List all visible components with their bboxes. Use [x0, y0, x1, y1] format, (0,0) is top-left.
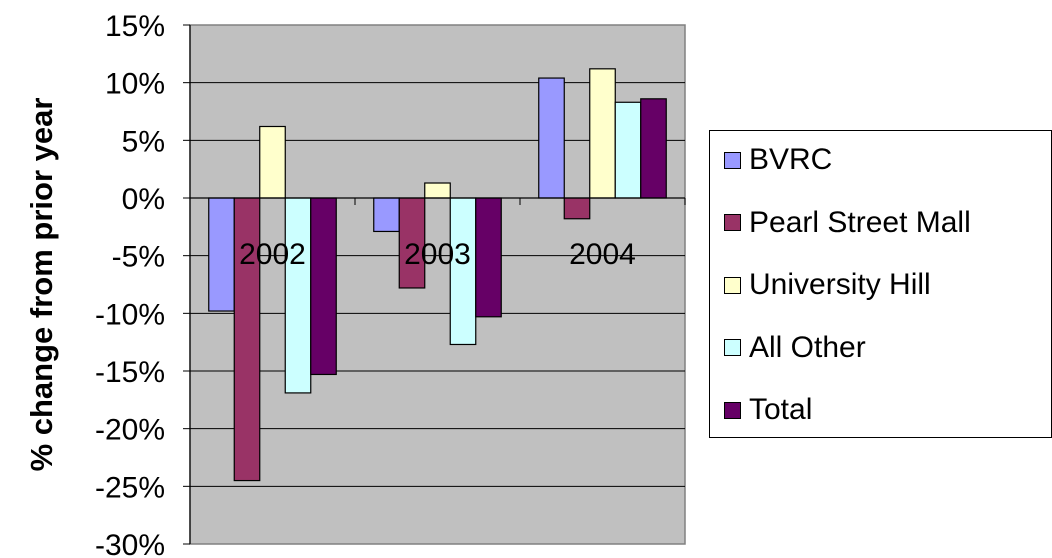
y-tick-label: 5% — [122, 125, 165, 158]
legend-item: All Other — [724, 328, 866, 368]
legend: BVRC Pearl Street Mall University Hill All … — [709, 130, 1052, 438]
bar-total-2004 — [640, 98, 667, 199]
x-category-label: 2003 — [404, 238, 471, 271]
legend-swatch — [724, 214, 741, 231]
y-tick-label: 0% — [122, 183, 165, 216]
legend-swatch — [724, 276, 741, 294]
bar-bvrc-2004 — [538, 77, 565, 199]
bar-all-other-2004 — [614, 101, 642, 199]
legend-label: University Hill — [749, 268, 931, 301]
y-tick-label: -5% — [112, 241, 165, 274]
legend-item: BVRC — [724, 140, 832, 180]
bar-all-other-2002 — [284, 197, 312, 394]
y-tick-label: 15% — [105, 10, 165, 43]
bar-bvrc-2002 — [208, 197, 235, 312]
bar-pearl-street-mall-2004 — [563, 197, 591, 220]
x-category-label: 2002 — [239, 238, 306, 271]
y-tick-label: -15% — [95, 356, 165, 389]
y-tick-label: -10% — [95, 298, 165, 331]
x-axis-category-labels: 2002 2003 2004 — [239, 238, 636, 271]
bar-total-2002 — [310, 197, 337, 376]
bar-bvrc-2003 — [373, 197, 400, 233]
legend-item: Pearl Street Mall — [724, 203, 971, 243]
y-axis-label: % change from prior year — [24, 98, 59, 472]
legend-item: Total — [724, 390, 812, 430]
y-tick-label: 10% — [105, 68, 165, 101]
legend-label: Pearl Street Mall — [749, 205, 971, 239]
x-category-label: 2004 — [569, 238, 636, 271]
legend-swatch — [724, 151, 741, 169]
bar-total-2003 — [475, 197, 502, 318]
y-axis-tick-labels: 15% 10% 5% 0% -5% -10% -15% -20% -25% -30% — [95, 10, 165, 558]
bar-university-hill-2004 — [589, 68, 616, 199]
y-tick-label: -25% — [95, 471, 165, 504]
legend-swatch — [724, 401, 741, 419]
legend-swatch — [724, 339, 741, 356]
legend-label: Total — [749, 393, 813, 426]
gridlines — [183, 24, 685, 545]
y-tick-label: -30% — [95, 529, 165, 558]
bars — [208, 68, 667, 482]
legend-item: University Hill — [724, 265, 931, 305]
legend-label: BVRC — [749, 143, 833, 176]
legend-label: All Other — [749, 330, 866, 364]
bar-university-hill-2003 — [424, 182, 451, 199]
x-axis-ticks — [189, 198, 686, 205]
y-tick-label: -20% — [95, 414, 165, 447]
bar-all-other-2003 — [449, 197, 477, 346]
bar-university-hill-2002 — [259, 125, 286, 199]
